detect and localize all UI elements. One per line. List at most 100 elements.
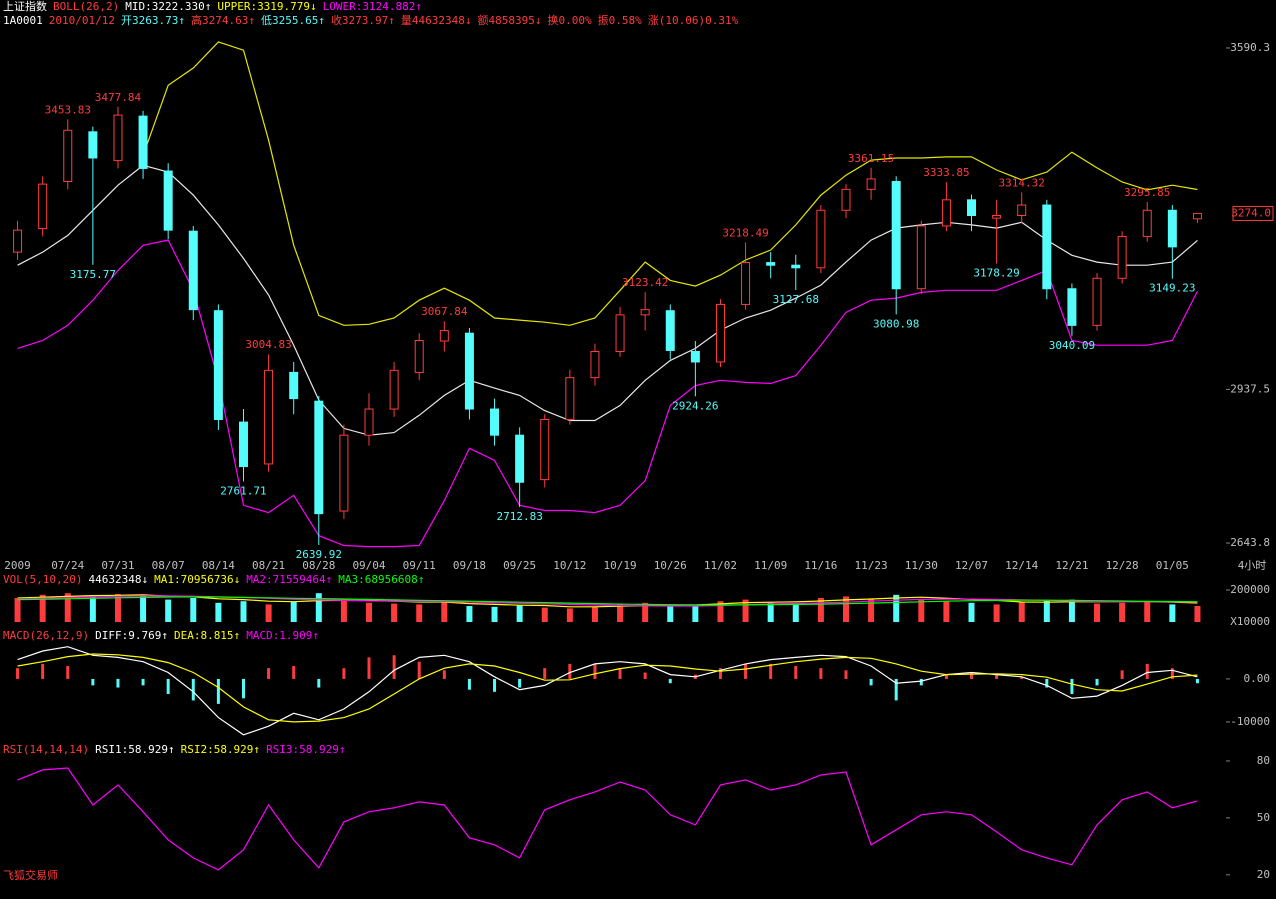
legend: RSI(14,14,14) RSI1:58.929↑ RSI2:58.929↑ RSI…	[3, 743, 346, 756]
y-tick-label: 50	[1257, 811, 1270, 824]
x-tick-label: 11/30	[905, 559, 938, 572]
y-tick-label: 200000	[1230, 583, 1270, 596]
macd-bar	[367, 657, 371, 679]
price-label: 3295.85	[1124, 186, 1170, 199]
y-tick-label: 20	[1257, 868, 1270, 881]
macd-bar	[794, 666, 798, 679]
volume-bar	[943, 601, 950, 622]
volume-bar	[642, 602, 649, 622]
price-label: 3361.15	[848, 152, 894, 165]
macd-bar	[392, 655, 396, 679]
last-price-label: 3274.0	[1231, 206, 1271, 219]
candle-body	[163, 170, 173, 231]
price-label: 3127.68	[773, 293, 819, 306]
x-tick-label: 11/23	[855, 559, 888, 572]
volume-bar	[566, 608, 573, 622]
macd-bar	[944, 674, 948, 679]
volume-bar	[868, 598, 875, 622]
macd-bar	[919, 678, 923, 686]
price-label: 3218.49	[722, 226, 768, 239]
macd-bar	[643, 672, 647, 679]
macd-line	[17, 653, 1198, 723]
macd-bar	[543, 668, 547, 679]
legend-item: 额4858395↓	[478, 14, 542, 27]
macd-bar	[744, 663, 748, 679]
candle-body	[439, 330, 449, 342]
footer: 飞狐交易师	[3, 868, 58, 882]
macd-bar	[493, 678, 497, 692]
legend-item: 量44632348↓	[401, 14, 472, 27]
volume-bar	[918, 599, 925, 622]
x-tick-label: 08/28	[302, 559, 335, 572]
volume-bar	[993, 604, 1000, 622]
legend-item: 上证指数	[3, 0, 47, 13]
volume-bar	[742, 599, 749, 622]
candle-body	[264, 369, 274, 465]
legend-item: MA3:68956608↑	[338, 573, 424, 586]
volume-bar	[1068, 599, 1075, 622]
period-label: 4小时	[1238, 559, 1267, 572]
price-label: 3453.83	[45, 103, 91, 116]
candle-body	[138, 115, 148, 169]
legend: MACD(26,12,9) DIFF:9.769↑ DEA:8.815↑ MACD:1…	[3, 629, 319, 642]
x-tick-label: 08/14	[202, 559, 235, 572]
macd-bar	[1195, 678, 1199, 684]
legend-item: RSI1:58.929↑	[95, 743, 174, 756]
macd-bar	[995, 674, 999, 679]
legend-item: 2010/01/12	[49, 14, 115, 27]
x-tick-label: 12/21	[1055, 559, 1088, 572]
volume-bar	[1169, 604, 1176, 622]
x-tick-label: 10/12	[553, 559, 586, 572]
rsi-line	[17, 767, 1198, 871]
volume-bar	[692, 605, 699, 622]
macd-line	[17, 646, 1198, 736]
legend-item: 换0.00%	[548, 13, 592, 27]
macd-bar	[894, 678, 898, 701]
volume-bar	[1094, 603, 1101, 622]
y-tick-label: 2643.8	[1230, 536, 1270, 549]
volume-bar	[842, 596, 849, 622]
candle-body	[1142, 209, 1152, 237]
candle-body	[841, 188, 851, 211]
volume-bar	[1018, 602, 1025, 622]
volume-bar	[64, 593, 71, 622]
legend-item: 振0.58%	[598, 13, 642, 27]
volume-bar	[140, 595, 147, 622]
macd-bar	[1145, 663, 1149, 679]
macd-bar	[342, 668, 346, 679]
volume-bar	[340, 599, 347, 622]
candle-body	[1092, 277, 1102, 326]
macd-bar	[1095, 678, 1099, 686]
legend-item: MACD(26,12,9)	[3, 629, 89, 642]
price-label: 3477.84	[95, 91, 142, 104]
candle-body	[13, 229, 23, 253]
macd-bar	[769, 663, 773, 679]
bollinger-line	[17, 164, 1198, 436]
candle-body	[289, 371, 299, 400]
volume-bar	[165, 599, 172, 622]
candle-body	[816, 209, 826, 269]
macd-bar	[1120, 670, 1124, 679]
candle-body	[414, 340, 424, 373]
macd-bar	[241, 678, 245, 699]
x-tick-label: 10/19	[603, 559, 636, 572]
volume-bar	[491, 606, 498, 622]
macd-bar	[593, 663, 597, 679]
x-tick-label: 2009	[4, 559, 31, 572]
macd-bar	[267, 668, 271, 679]
volume-bar	[717, 601, 724, 622]
macd-bar	[141, 678, 145, 686]
candle-body	[464, 332, 474, 410]
volume-bar	[416, 604, 423, 622]
volume-bar	[1144, 601, 1151, 622]
macd-bar	[1070, 678, 1074, 694]
legend-item: MA1:70956736↓	[154, 573, 240, 586]
candle-body	[314, 400, 324, 515]
macd-bar	[718, 668, 722, 679]
volume-bar	[968, 602, 975, 622]
legend-item: DIFF:9.769↑	[95, 629, 168, 642]
x-tick-label: 08/07	[152, 559, 185, 572]
x-tick-label: 08/21	[252, 559, 285, 572]
macd-bar	[41, 663, 45, 679]
y-tick-label: 3590.3	[1230, 41, 1270, 54]
